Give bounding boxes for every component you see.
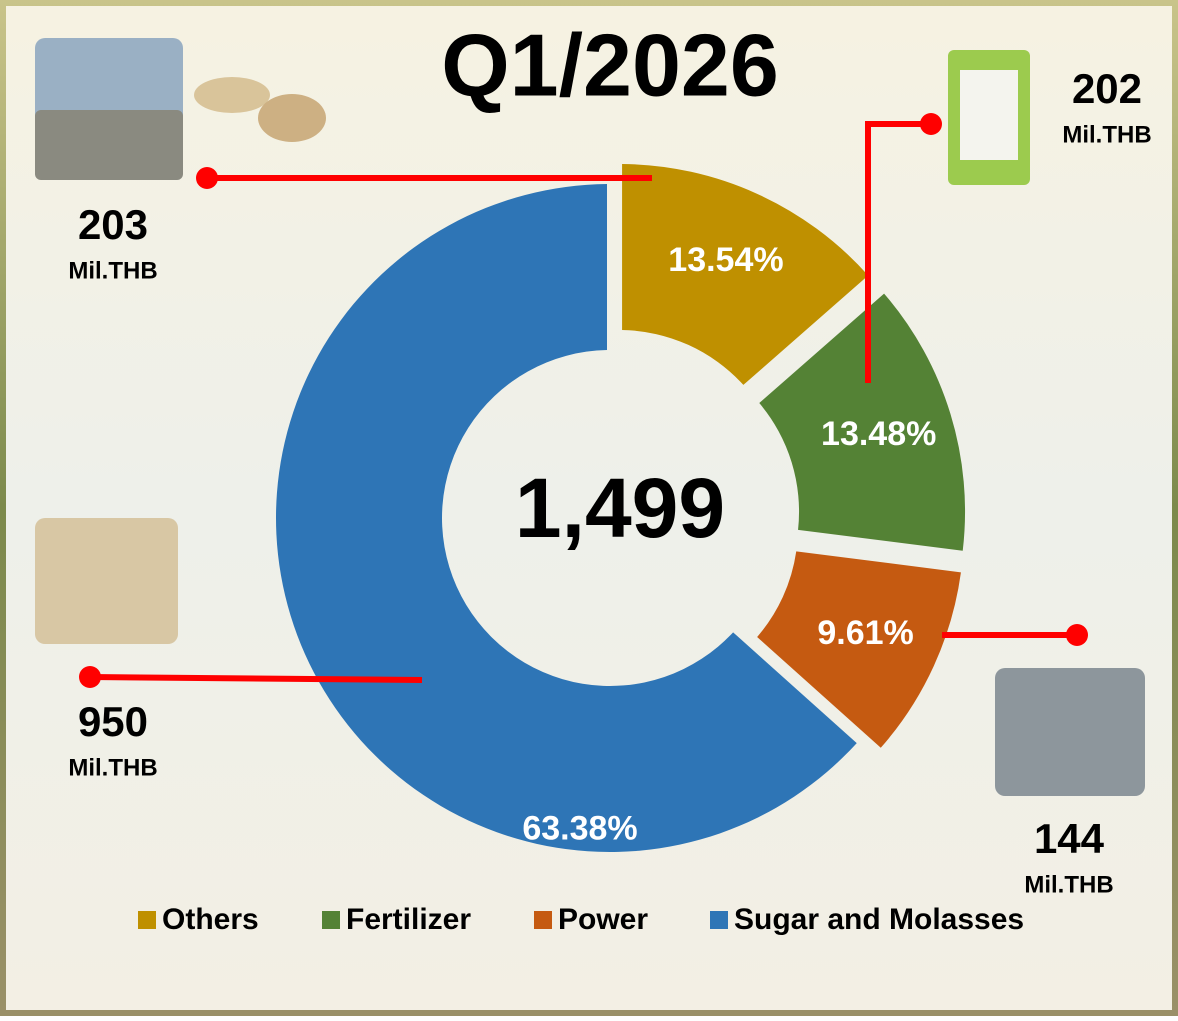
fertilizer-bag-label bbox=[960, 70, 1018, 160]
legend-swatch bbox=[322, 911, 340, 929]
sugar-photo bbox=[35, 518, 178, 644]
slice-percent-label: 13.54% bbox=[668, 241, 783, 279]
amount-unit: Mil.THB bbox=[1062, 121, 1151, 148]
slice-percent-label: 63.38% bbox=[522, 809, 637, 847]
amount-unit: Mil.THB bbox=[68, 257, 157, 284]
amount-value: 950 bbox=[78, 698, 148, 745]
plate-photo bbox=[194, 77, 270, 113]
bowl-photo bbox=[258, 94, 326, 142]
legend-swatch bbox=[138, 911, 156, 929]
callout-dot bbox=[1066, 624, 1088, 646]
amount-unit: Mil.THB bbox=[68, 754, 157, 781]
amount-value: 144 bbox=[1034, 815, 1105, 862]
amount-value: 202 bbox=[1072, 65, 1142, 112]
legend-label: Fertilizer bbox=[346, 903, 471, 936]
legend-swatch bbox=[710, 911, 728, 929]
power-plant-photo bbox=[995, 668, 1145, 796]
slice-percent-label: 9.61% bbox=[817, 614, 913, 652]
trucks-photo-ground bbox=[35, 110, 183, 180]
total-label: 1,499 bbox=[515, 461, 725, 555]
amount-unit: Mil.THB bbox=[1024, 871, 1113, 898]
amount-value: 203 bbox=[78, 201, 148, 248]
callout-dot bbox=[196, 167, 218, 189]
callout-dot bbox=[920, 113, 942, 135]
legend-label: Sugar and Molasses bbox=[734, 903, 1024, 936]
legend-swatch bbox=[534, 911, 552, 929]
legend-label: Power bbox=[558, 903, 648, 936]
chart-title: Q1/2026 bbox=[441, 15, 779, 114]
legend-label: Others bbox=[162, 903, 259, 936]
chart: Q1/2026 1,499 13.54% 13.48% 9.61% 63.38% 20… bbox=[0, 0, 1178, 1016]
callout-dot bbox=[79, 666, 101, 688]
callout-line bbox=[90, 677, 422, 680]
slice-percent-label: 13.48% bbox=[821, 415, 936, 453]
